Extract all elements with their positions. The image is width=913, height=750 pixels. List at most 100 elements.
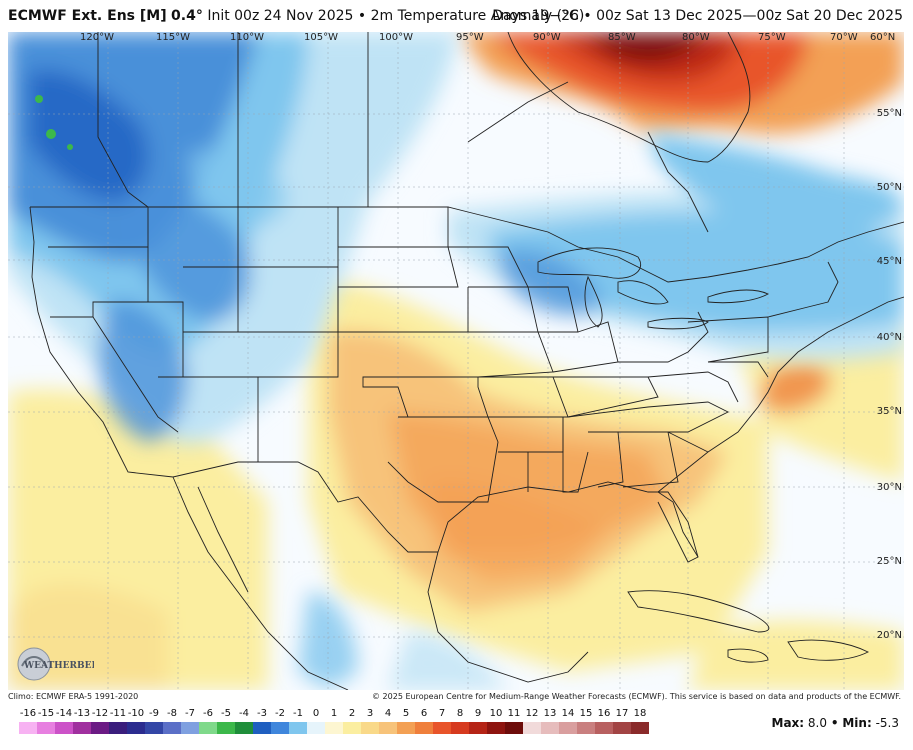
colorbar-swatch [37, 722, 55, 734]
lat-label-60n: 60°N [870, 32, 896, 43]
colorbar-swatch [325, 722, 343, 734]
colorbar-swatch [631, 722, 649, 734]
colorbar-tick-label: -3 [257, 708, 267, 719]
colorbar-tick-label: 9 [474, 708, 482, 719]
header-separator: • [357, 8, 367, 24]
colorbar-tick-label: -6 [203, 708, 213, 719]
colorbar-tick-label: -10 [127, 708, 145, 719]
colorbar-swatch [559, 722, 577, 734]
colorbar-swatch [235, 722, 253, 734]
colorbar-swatch [415, 722, 433, 734]
climo-note: Climo: ECMWF ERA-5 1991-2020 [8, 692, 139, 701]
lat-label-50n: 50°N [876, 182, 902, 193]
colorbar-swatch [577, 722, 595, 734]
lon-label-105w: 105°W [304, 32, 338, 43]
colorbar-tick-label: -11 [109, 708, 127, 719]
colorbar-tick-label: -16 [19, 708, 37, 719]
colorbar-tick-label: 4 [384, 708, 392, 719]
colorbar-swatch [109, 722, 127, 734]
weatherbell-logo: WEATHERBELL [14, 644, 94, 684]
colorbar-swatch [379, 722, 397, 734]
colorbar-swatch [91, 722, 109, 734]
lon-label-95w: 95°W [456, 32, 484, 43]
colorbar-tick-label: -5 [221, 708, 231, 719]
lon-label-80w: 80°W [682, 32, 710, 43]
colorbar-tick-label: 18 [633, 708, 647, 719]
colorbar-tick-label: -1 [293, 708, 303, 719]
lat-label-35n: 35°N [876, 406, 902, 417]
lat-label-40n: 40°N [876, 332, 902, 343]
lon-label-115w: 115°W [156, 32, 190, 43]
max-value: 8.0 [807, 716, 828, 730]
colorbar-tick-label: 2 [348, 708, 356, 719]
colorbar-swatch [613, 722, 631, 734]
colorbar-swatch [73, 722, 91, 734]
colorbar-tick-label: 6 [420, 708, 428, 719]
colorbar-tick-label: 15 [579, 708, 593, 719]
colorbar-tick-label: 0 [312, 708, 320, 719]
colorbar-tick-label: -13 [73, 708, 91, 719]
colorbar-swatch [19, 722, 37, 734]
colorbar-tick-label: 11 [507, 708, 521, 719]
lat-label-30n: 30°N [876, 482, 902, 493]
colorbar-swatch [217, 722, 235, 734]
colorbar-swatch [541, 722, 559, 734]
strong-cold-spots [35, 95, 73, 150]
colorbar-swatch [307, 722, 325, 734]
colorbar-swatch [469, 722, 487, 734]
colorbar-tick-label: 1 [330, 708, 338, 719]
logo-text: WEATHERBELL [23, 661, 94, 671]
header-title: ECMWF Ext. Ens [M] 0.4° Init 00z 24 Nov … [8, 8, 584, 24]
colorbar-swatch [433, 722, 451, 734]
colorbar-tick-label: -4 [239, 708, 249, 719]
lon-label-100w: 100°W [379, 32, 413, 43]
colorbar-tick-label: -14 [55, 708, 73, 719]
colorbar-swatch [397, 722, 415, 734]
colorbar-tick-label: 17 [615, 708, 629, 719]
colorbar-tick-label: -8 [167, 708, 177, 719]
copyright-note: © 2025 European Centre for Medium-Range … [372, 692, 901, 701]
lon-label-75w: 75°W [758, 32, 786, 43]
min-value: -5.3 [875, 716, 899, 730]
lat-label-55n: 55°N [876, 108, 902, 119]
colorbar-tick-label: -7 [185, 708, 195, 719]
colorbar-swatch [289, 722, 307, 734]
min-label: Min: [842, 716, 872, 730]
colorbar-swatch [253, 722, 271, 734]
colorbar-swatch [181, 722, 199, 734]
colorbar-swatch [199, 722, 217, 734]
hot-anomaly-north [458, 32, 904, 134]
valid-period: Days 19−26 • 00z Sat 13 Dec 2025—00z Sat… [492, 8, 903, 24]
colorbar-swatch [163, 722, 181, 734]
colorbar-tick-label: 8 [456, 708, 464, 719]
colorbar-swatch [361, 722, 379, 734]
model-resolution: 0.4° [171, 8, 203, 24]
colorbar-tick-label: -2 [275, 708, 285, 719]
colorbar-tick-label: -12 [91, 708, 109, 719]
colorbar-tick-label: 16 [597, 708, 611, 719]
lat-label-45n: 45°N [876, 256, 902, 267]
lon-label-120w: 120°W [80, 32, 114, 43]
cold-anomaly-fields [8, 32, 904, 690]
model-name: ECMWF Ext. Ens [M] [8, 8, 167, 24]
max-label: Max: [771, 716, 805, 730]
graticule [8, 32, 904, 690]
colorbar-swatch [55, 722, 73, 734]
map-canvas [8, 32, 904, 690]
colorbar-swatch [271, 722, 289, 734]
colorbar-swatch [595, 722, 613, 734]
colorbar-swatch [127, 722, 145, 734]
map-header: ECMWF Ext. Ens [M] 0.4° Init 00z 24 Nov … [0, 0, 913, 32]
colorbar-tick-label: 3 [366, 708, 374, 719]
lon-label-110w: 110°W [230, 32, 264, 43]
colorbar-tick-label: 12 [525, 708, 539, 719]
colorbar [19, 722, 649, 734]
colorbar-tick-label: 7 [438, 708, 446, 719]
colorbar-swatch [145, 722, 163, 734]
political-borders [29, 32, 904, 690]
colorbar-tick-label: -9 [149, 708, 159, 719]
colorbar-swatch [451, 722, 469, 734]
anomaly-map: 120°W 115°W 110°W 105°W 100°W 95°W 90°W … [8, 32, 904, 690]
colorbar-tick-label: 10 [489, 708, 503, 719]
max-min-stats: Max: 8.0 • Min: -5.3 [772, 716, 899, 730]
